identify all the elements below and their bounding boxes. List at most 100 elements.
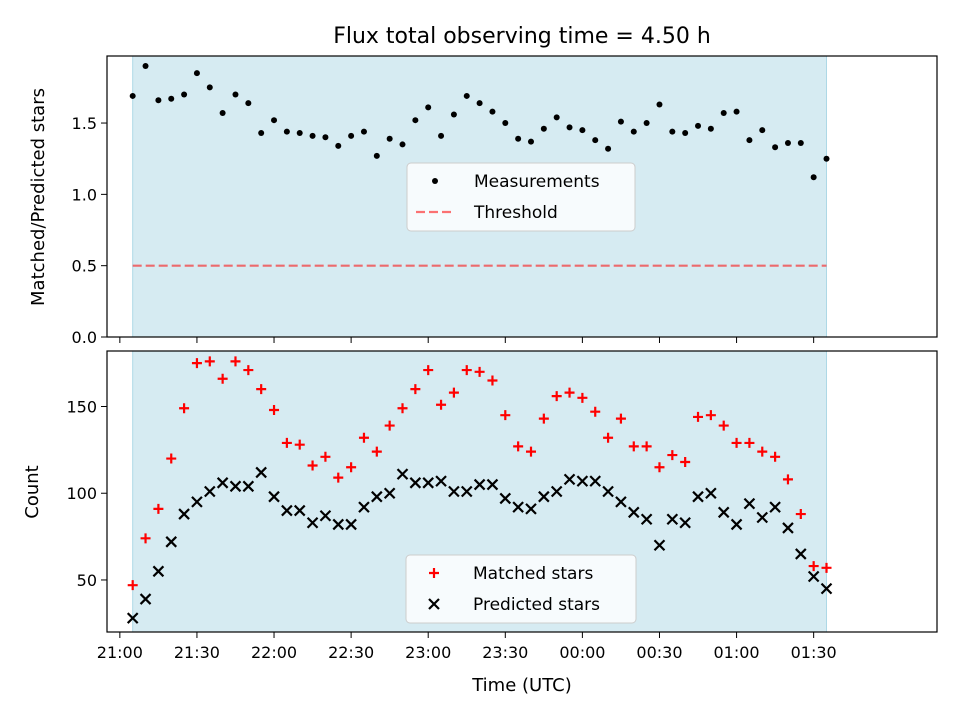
measurement-point: [181, 91, 188, 98]
matched-stars-point: [487, 375, 498, 386]
x-marker: [191, 496, 203, 508]
plus-marker: [384, 420, 395, 431]
matched-stars-point: [525, 446, 536, 457]
measurement-point: [566, 124, 573, 131]
plus-marker: [204, 356, 215, 367]
plus-marker: [821, 562, 832, 573]
x-marker: [807, 570, 820, 583]
plus-marker: [538, 413, 549, 424]
legend-label: Threshold: [473, 203, 558, 223]
x-marker: [550, 485, 563, 498]
predicted-stars-point: [165, 536, 178, 548]
matched-stars-point: [269, 404, 280, 415]
plus-marker: [448, 387, 459, 398]
legend-x-marker: [428, 598, 440, 610]
measurement-point: [412, 117, 419, 124]
predicted-stars-point: [332, 518, 345, 531]
plus-marker: [782, 474, 793, 485]
measurement-point: [219, 110, 226, 117]
plus-marker: [191, 358, 202, 369]
matched-stars-point: [718, 420, 729, 431]
measurement-point: [656, 101, 663, 108]
x-marker: [756, 511, 769, 524]
matched-stars-point: [603, 432, 614, 443]
legend: Measurements Threshold: [406, 162, 636, 232]
predicted-stars-point: [139, 593, 152, 605]
plus-marker: [654, 462, 665, 473]
x-marker: [640, 513, 653, 526]
x-marker: [717, 506, 730, 519]
x-tick-label: 00:00: [559, 643, 605, 662]
predicted-stars-point: [422, 477, 434, 489]
ratio-panel: 0.0 0.5 1.0 1.5 Measurements Threshold: [72, 55, 938, 347]
predicted-stars-point: [679, 516, 691, 529]
x-marker: [679, 516, 691, 529]
x-marker: [473, 478, 486, 491]
matched-stars-point: [808, 561, 819, 572]
predicted-stars-point: [268, 490, 280, 503]
x-marker: [422, 477, 434, 489]
plus-marker: [256, 384, 267, 395]
measurement-point: [489, 108, 496, 115]
matched-stars-point: [217, 373, 228, 384]
measurement-point: [193, 70, 200, 77]
predicted-stars-point: [640, 513, 653, 526]
measurement-point: [733, 108, 740, 115]
x-tick-label: 22:30: [328, 643, 374, 662]
measurement-point: [643, 120, 650, 127]
plus-marker: [333, 472, 344, 483]
predicted-stars-point: [178, 508, 190, 520]
predicted-stars-point: [345, 518, 357, 531]
matched-stars-point: [590, 406, 601, 417]
predicted-stars-point: [126, 612, 139, 624]
matched-stars-point: [281, 437, 292, 448]
x-tick-label: 00:30: [636, 643, 682, 662]
x-marker: [204, 485, 216, 498]
plus-marker: [294, 439, 305, 450]
matched-stars-point: [153, 503, 164, 514]
matched-stars-point: [705, 410, 716, 421]
measurement-point: [450, 111, 457, 118]
x-tick-label: 01:30: [791, 643, 837, 662]
x-marker: [730, 518, 743, 531]
predicted-stars-point: [409, 477, 422, 489]
plus-marker: [371, 446, 382, 457]
x-marker: [383, 487, 396, 500]
predicted-stars-point: [512, 501, 524, 513]
legend-box: [405, 554, 637, 624]
measurement-point: [399, 141, 406, 148]
y-tick-label: 1.0: [72, 185, 97, 204]
matched-stars-point: [410, 384, 421, 395]
x-marker: [268, 490, 280, 503]
matched-stars-point: [731, 437, 742, 448]
plus-marker: [513, 441, 524, 452]
x-marker: [743, 497, 756, 510]
matched-stars-point: [423, 365, 434, 376]
matched-stars-point: [744, 437, 755, 448]
matched-stars-point: [551, 391, 562, 402]
matched-stars-point: [615, 413, 626, 424]
measurement-point: [630, 128, 637, 135]
predicted-stars-point: [396, 468, 409, 480]
matched-stars-point: [204, 356, 215, 367]
y-tick-label: 0.5: [72, 257, 97, 276]
legend-label: Predicted stars: [473, 595, 600, 615]
matched-stars-point: [179, 403, 190, 414]
x-marker: [576, 475, 589, 487]
x-marker: [242, 480, 255, 493]
plus-marker: [179, 403, 190, 414]
matched-stars-point: [795, 509, 806, 520]
measurement-point: [720, 110, 727, 117]
matched-stars-point: [140, 533, 151, 544]
predicted-stars-point: [550, 485, 563, 498]
x-tick-label: 01:00: [714, 643, 760, 662]
matched-stars-point: [333, 472, 344, 483]
x-marker: [589, 475, 602, 487]
matched-stars-point: [500, 410, 511, 421]
measurement-point: [309, 132, 316, 139]
plus-marker: [590, 406, 601, 417]
predicted-stars-point: [448, 485, 460, 498]
predicted-stars-point: [820, 582, 833, 595]
matched-stars-point: [782, 474, 793, 485]
